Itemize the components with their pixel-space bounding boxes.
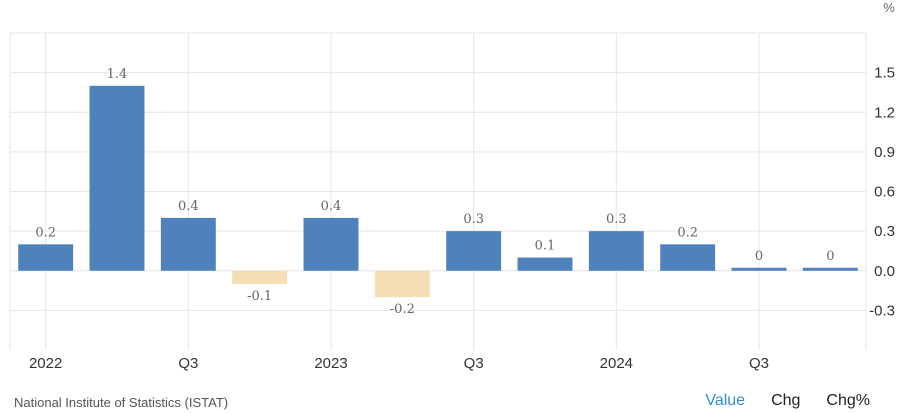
bar-2023-q2[interactable]	[374, 270, 430, 298]
data-label: 0	[755, 249, 763, 264]
bar-2022-q2[interactable]	[89, 85, 145, 271]
data-label: -0.2	[390, 302, 415, 317]
x-tick-label: Q3	[464, 355, 484, 372]
data-label: 0.3	[606, 212, 627, 227]
bar-chart: 0.2 1.4 0.4 -0.1 0.4 -0.2 0.3 0.1 0.3 0.2 0 0 -0.3 0…	[9, 0, 895, 372]
x-tick-label: 2023	[314, 355, 347, 372]
tab-chg-percent[interactable]: Chg%	[826, 392, 870, 409]
bar-2022-q1[interactable]	[18, 244, 74, 271]
bars	[18, 85, 858, 298]
data-labels: 0.2 1.4 0.4 -0.1 0.4 -0.2 0.3 0.1 0.3 0.2 0 0	[35, 67, 834, 317]
data-label: 0.1	[535, 239, 556, 254]
data-label: 0.2	[677, 225, 698, 240]
data-label: 0	[826, 249, 834, 264]
chart-footer: National Institute of Statistics (ISTAT)…	[0, 388, 900, 413]
y-tick-label: 1.2	[874, 104, 895, 121]
data-label: -0.1	[247, 289, 272, 304]
bar-2024-q4[interactable]	[802, 267, 858, 271]
data-label: 0.2	[35, 225, 56, 240]
bar-2022-q3[interactable]	[160, 217, 216, 271]
y-axis-tick-labels: -0.3 0.0 0.3 0.6 0.9 1.2 1.5	[869, 65, 895, 320]
y-tick-label: 0.0	[874, 263, 895, 280]
y-tick-label: 1.5	[874, 65, 895, 82]
y-tick-label: 0.3	[874, 223, 895, 240]
tab-chg[interactable]: Chg	[771, 392, 801, 409]
bar-2022-q4[interactable]	[232, 270, 288, 284]
grid-lines	[9, 32, 867, 350]
data-label: 0.3	[463, 212, 484, 227]
bar-2024-q3[interactable]	[731, 267, 787, 271]
tab-value[interactable]: Value	[705, 392, 746, 409]
bar-2023-q4[interactable]	[517, 257, 573, 271]
y-axis-unit: %	[883, 0, 895, 15]
x-tick-label: Q3	[749, 355, 769, 372]
view-tabs: Value Chg Chg%	[705, 392, 870, 410]
y-tick-label: -0.3	[869, 302, 895, 319]
data-label: 0.4	[178, 199, 199, 214]
x-axis-tick-labels: 2022 Q3 2023 Q3 2024 Q3	[29, 355, 769, 372]
bar-2024-q2[interactable]	[660, 244, 716, 271]
x-tick-label: Q3	[178, 355, 198, 372]
bar-2023-q3[interactable]	[446, 231, 502, 271]
bar-2024-q1[interactable]	[588, 231, 644, 271]
data-label: 1.4	[107, 67, 128, 82]
y-tick-label: 0.9	[874, 144, 895, 161]
x-tick-label: 2024	[600, 355, 633, 372]
x-tick-label: 2022	[29, 355, 62, 372]
bar-2023-q1[interactable]	[303, 217, 359, 271]
source-label: National Institute of Statistics (ISTAT)	[14, 395, 229, 410]
y-tick-label: 0.6	[874, 184, 895, 201]
data-label: 0.4	[321, 199, 342, 214]
